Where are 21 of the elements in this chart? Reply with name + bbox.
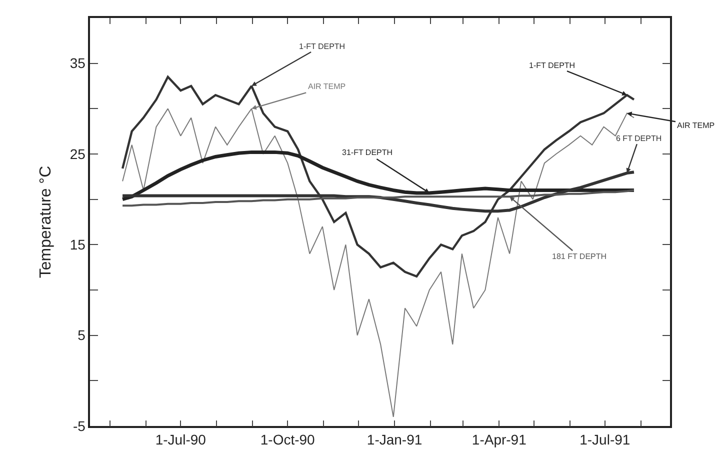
x-tick-label: 1-Apr-91 bbox=[472, 432, 527, 448]
y-tick-label: 35 bbox=[70, 55, 86, 72]
text: 31-FT DEPTH bbox=[342, 148, 393, 157]
y-tick-label: -5 bbox=[72, 418, 86, 434]
line-series bbox=[120, 150, 636, 202]
annotation: 1-FT DEPTH bbox=[529, 61, 576, 70]
x-tick-label: 1-Oct-90 bbox=[260, 432, 316, 448]
text: 1-FT DEPTH bbox=[299, 42, 346, 51]
y-tick-label: 25 bbox=[70, 146, 86, 162]
annotation: AIR TEMP bbox=[677, 121, 715, 130]
line-series bbox=[122, 189, 635, 207]
line-series bbox=[121, 76, 636, 278]
y-tick-label: 5 bbox=[78, 327, 86, 344]
y-tick-label: 15 bbox=[70, 236, 86, 253]
x-tick-label: 1-Jul-91 bbox=[580, 432, 630, 448]
y-axis-title: Temperature °C bbox=[37, 166, 54, 278]
text: AIR TEMP bbox=[308, 82, 346, 91]
text: 181 FT DEPTH bbox=[552, 252, 607, 261]
x-tick-label: 1-Jul-90 bbox=[155, 432, 206, 448]
x-tick-label: 1-Jan-91 bbox=[366, 432, 422, 448]
text: 6 FT DEPTH bbox=[616, 134, 662, 143]
